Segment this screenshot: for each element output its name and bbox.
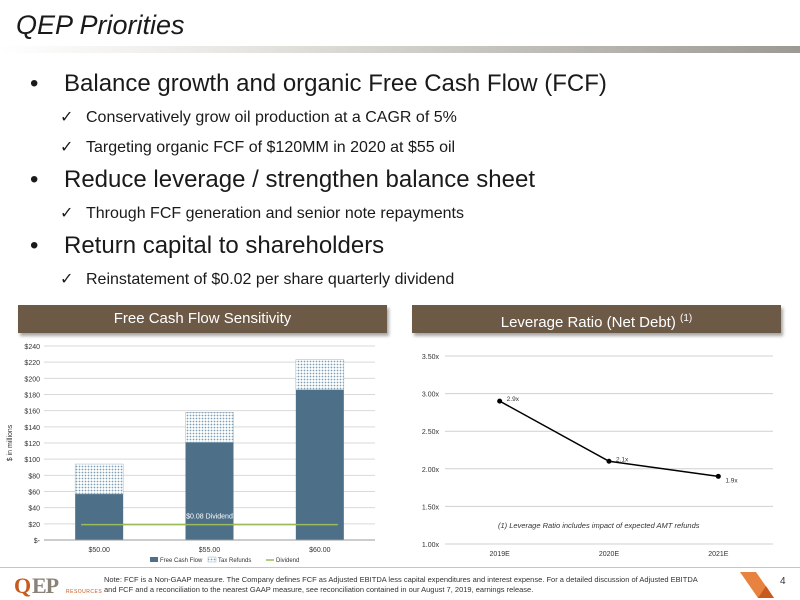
sub-bullet-1-2: ✓ Targeting organic FCF of $120MM in 2020… (30, 134, 790, 162)
y-tick-label: $140 (24, 425, 40, 432)
fcf-bar (295, 389, 344, 540)
y-tick-label: $100 (24, 457, 40, 464)
dividend-label: $0.08 Dividend (186, 514, 233, 521)
slide-title: QEP Priorities (16, 10, 185, 40)
point-label: 1.9x (725, 477, 738, 484)
y-tick-label: 3.50x (422, 354, 440, 361)
y-tick-label: 2.50x (422, 429, 440, 436)
point-label: 2.9x (507, 396, 520, 403)
bullet-2: • Reduce leverage / strengthen balance sh… (30, 164, 790, 196)
logo-q: Q (14, 573, 32, 598)
sub-bullet-2-1: ✓ Through FCF generation and senior note … (30, 200, 790, 228)
x-tick-label: $50.00 (88, 547, 110, 554)
corner-accent-icon (740, 572, 774, 598)
fcf-panel-header: Free Cash Flow Sensitivity (18, 305, 387, 333)
company-logo: Q EP RESOURCES (14, 573, 102, 598)
bullet-3: • Return capital to shareholders (30, 230, 790, 262)
x-tick-label: 2019E (490, 551, 511, 558)
y-tick-label: $20 (28, 522, 40, 529)
y-axis-label: $ in millions (7, 424, 14, 461)
y-tick-label: 2.00x (422, 467, 440, 474)
bullet-3-text: Return capital to shareholders (64, 232, 385, 259)
fcf-sensitivity-chart: $- $20 $40 $60 $80 $100 $120 $140 $160 $180 $200 $2… (7, 344, 375, 564)
y-tick-label: 1.00x (422, 542, 440, 549)
footer-divider (0, 567, 800, 568)
title-divider (0, 46, 800, 53)
leverage-point (715, 473, 721, 479)
y-tick-label: $40 (28, 506, 40, 513)
leverage-ratio-chart: 1.00x 1.50x 2.00x 2.50x 3.00x 3.50x 2.9x 2019E 2… (422, 354, 773, 558)
y-tick-label: $80 (28, 473, 40, 480)
checkmark-icon: ✓ (60, 205, 74, 222)
leverage-point (606, 458, 612, 464)
sub-bullet-text: Targeting organic FCF of $120MM in 2020 … (86, 139, 456, 156)
sub-bullet-text: Reinstatement of $0.02 per share quarter… (86, 271, 455, 288)
bullet-list: • Balance growth and organic Free Cash Fl… (30, 68, 790, 296)
tax-refund-bar (74, 463, 124, 495)
logo-ep: EP (32, 573, 59, 598)
y-tick-label: $220 (24, 360, 40, 367)
y-tick-label: $- (34, 538, 41, 545)
y-tick-label: 3.00x (422, 392, 440, 399)
leverage-footnote-marker: (1) (680, 313, 693, 324)
legend-label-fcf: Free Cash Flow (160, 558, 203, 564)
leverage-panel-title: Leverage Ratio (Net Debt) (500, 314, 676, 331)
point-label: 2.1x (616, 456, 629, 463)
page-number: 4 (780, 576, 786, 587)
sub-bullet-text: Through FCF generation and senior note r… (86, 205, 464, 222)
leverage-line (499, 400, 719, 478)
legend-swatch-fcf (150, 557, 158, 562)
checkmark-icon: ✓ (60, 271, 74, 288)
y-tick-label: $180 (24, 393, 40, 400)
tax-refund-bar (295, 359, 345, 390)
fcf-bar (75, 493, 124, 540)
sub-bullet-text: Conservatively grow oil production at a … (86, 109, 457, 126)
fcf-panel-title: Free Cash Flow Sensitivity (113, 310, 292, 327)
sub-bullet-3-1: ✓ Reinstatement of $0.02 per share quarte… (30, 266, 790, 294)
y-tick-label: $120 (24, 441, 40, 448)
x-tick-label: 2020E (599, 551, 620, 558)
bullet-dot: • (30, 166, 39, 193)
logo-subtitle: RESOURCES (66, 589, 103, 595)
x-tick-label: $60.00 (309, 547, 331, 554)
y-tick-label: $60 (28, 490, 40, 497)
legend-swatch-tax (207, 556, 217, 563)
sub-bullet-1-1: ✓ Conservatively grow oil production at a… (30, 104, 790, 132)
checkmark-icon: ✓ (60, 139, 74, 156)
leverage-point (497, 398, 503, 404)
x-tick-label: $55.00 (199, 547, 221, 554)
legend-label-dividend: Dividend (276, 558, 299, 564)
bullet-2-text: Reduce leverage / strengthen balance she… (64, 166, 535, 193)
bullet-dot: • (30, 232, 39, 259)
tax-refund-bar (185, 412, 234, 443)
y-tick-label: $200 (24, 376, 40, 383)
y-tick-label: $240 (24, 344, 40, 351)
checkmark-icon: ✓ (60, 109, 74, 126)
bullet-1: • Balance growth and organic Free Cash Fl… (30, 68, 790, 100)
x-tick-label: 2021E (708, 551, 729, 558)
footnote: Note: FCF is a Non-GAAP measure. The Com… (104, 575, 698, 594)
bullet-dot: • (30, 70, 39, 97)
leverage-annotation: (1) Leverage Ratio includes impact of ex… (498, 521, 700, 530)
legend-label-tax: Tax Refunds (218, 558, 251, 564)
y-tick-label: $160 (24, 409, 40, 416)
bullet-1-text: Balance growth and organic Free Cash Flo… (64, 70, 607, 97)
fcf-bar (185, 442, 234, 540)
leverage-panel-header: Leverage Ratio (Net Debt) (1) (412, 305, 781, 333)
y-tick-label: 1.50x (422, 504, 440, 511)
